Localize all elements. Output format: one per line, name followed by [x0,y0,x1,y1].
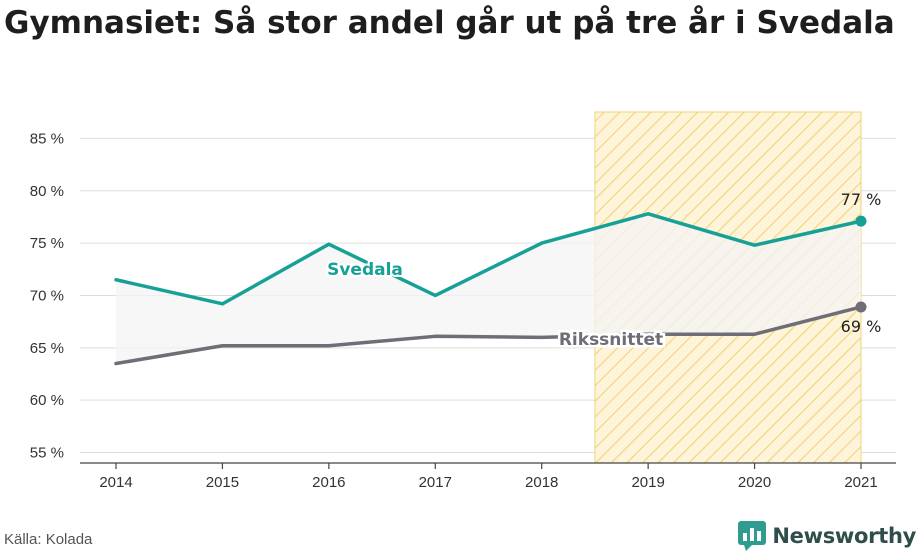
brand-logo: Newsworthy [738,519,916,553]
newsworthy-logo-icon [738,521,767,551]
end-value-label-riks: 69 % [841,317,882,336]
y-tick-label: 80 % [30,183,64,200]
series-lines [114,212,867,366]
x-axis: 2014 2015 2016 2017 2018 2019 2020 2021 [80,462,896,491]
chart-title: Gymnasiet: Så stor andel går ut på tre å… [4,5,895,41]
gridlines: 55 % 60 % 65 % 70 % 75 % 80 % 85 % [30,130,896,462]
end-value-label-svedala: 77 % [841,190,882,209]
x-tick-label: 2015 [206,474,239,491]
gap-fill [116,213,861,364]
x-tick-label: 2020 [738,474,771,491]
series-line-svedala [114,212,863,306]
series-line-rikssnittet [114,305,863,366]
y-tick-label: 60 % [30,392,64,409]
series-label-svedala: Svedala [327,260,403,280]
y-tick-label: 65 % [30,340,64,357]
y-tick-label: 55 % [30,445,64,462]
x-tick-label: 2014 [99,474,132,491]
x-tick-label: 2019 [631,474,664,491]
series-labels: 77 % 69 % Svedala Rikssnittet [325,190,882,352]
series-label-riks: Rikssnittet [559,330,663,350]
source-note: Källa: Kolada [4,531,93,548]
brand-name: Newsworthy [772,524,916,548]
x-tick-label: 2016 [312,474,345,491]
y-tick-label: 75 % [30,235,64,252]
x-tick-label: 2018 [525,474,558,491]
end-point-rikssnittet [855,301,867,313]
gap-fill-area [116,213,861,364]
end-point-svedala [855,215,867,227]
x-tick-label: 2021 [844,474,877,491]
y-tick-label: 85 % [30,130,64,147]
y-tick-label: 70 % [30,287,64,304]
x-tick-label: 2017 [419,474,452,491]
